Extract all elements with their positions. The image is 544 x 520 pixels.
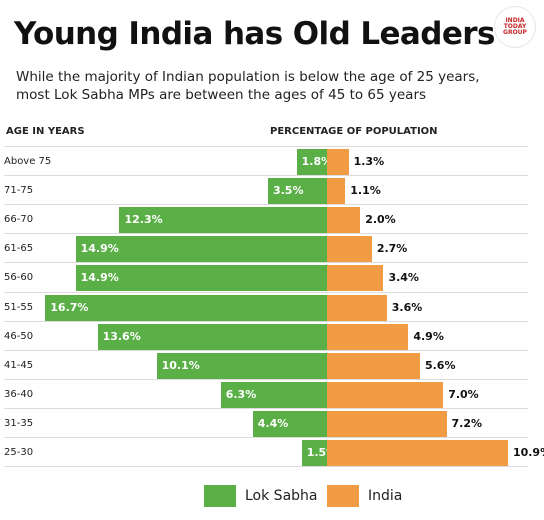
india-value-label: 3.6% — [391, 300, 423, 314]
brand-logo: INDIA TODAY GROUP — [494, 6, 536, 48]
lok-sabha-value-label: 6.3% — [225, 387, 257, 401]
row-divider — [4, 320, 528, 322]
india-value-label: 7.0% — [448, 387, 479, 401]
row-divider — [4, 262, 528, 264]
age-label: 71-75 — [4, 185, 34, 197]
lok-sabha-value-label: 14.9% — [80, 271, 119, 285]
subtitle-line-1: While the majority of Indian population … — [16, 69, 480, 85]
subtitle-line-2: most Lok Sabha MPs are between the ages … — [16, 87, 427, 103]
logo-line-1: INDIA — [505, 17, 525, 24]
age-label: 41-45 — [4, 359, 34, 371]
logo-line-3: GROUP — [503, 29, 527, 36]
lok-sabha-value-label: 13.6% — [102, 329, 141, 343]
india-value-label: 1.1% — [350, 184, 381, 198]
row-divider — [4, 233, 528, 235]
legend-swatch-india — [327, 485, 359, 507]
row-divider — [4, 349, 528, 351]
percentage-axis-header: PERCENTAGE OF POPULATION — [270, 126, 438, 137]
india-bar — [327, 410, 447, 437]
india-value-label: 2.0% — [365, 213, 396, 227]
lok-sabha-bar — [252, 410, 327, 437]
india-bar — [327, 323, 409, 350]
row-divider — [4, 378, 528, 380]
lok-sabha-bar — [97, 323, 327, 350]
age-label: 61-65 — [4, 243, 34, 255]
age-axis-header: AGE IN YEARS — [6, 126, 85, 137]
logo-line-2: TODAY — [503, 23, 527, 30]
india-bar — [327, 149, 349, 175]
india-bar — [327, 236, 372, 263]
lok-sabha-bar — [267, 178, 327, 205]
lok-sabha-bar — [75, 236, 327, 263]
row-divider — [4, 291, 528, 293]
india-value-label: 1.3% — [353, 155, 385, 168]
india-bar — [327, 294, 387, 321]
lok-sabha-bar — [220, 381, 327, 408]
india-value-label: 10.9% — [512, 446, 544, 459]
india-value-label: 7.2% — [451, 416, 483, 430]
india-bar — [327, 178, 346, 205]
lok-sabha-bar — [119, 207, 327, 234]
lok-sabha-value-label: 16.7% — [50, 300, 89, 314]
row-divider — [4, 146, 528, 147]
age-label: 51-55 — [4, 301, 34, 313]
legend-swatch-lok-sabha — [204, 485, 236, 507]
lok-sabha-value-label: 10.1% — [161, 358, 200, 372]
age-label: 56-60 — [4, 272, 34, 284]
row-divider — [4, 175, 528, 177]
lok-sabha-bar — [75, 265, 327, 292]
age-label: 31-35 — [4, 417, 34, 429]
chart-title: Young India has Old Leaders — [14, 16, 495, 52]
legend-label-india: India — [368, 488, 403, 504]
india-bar — [327, 381, 444, 408]
age-label: 36-40 — [4, 388, 34, 400]
lok-sabha-bar — [296, 149, 327, 175]
india-bar — [327, 352, 420, 379]
india-value-label: 3.4% — [388, 271, 419, 285]
india-value-label: 4.9% — [413, 329, 444, 343]
chart-subtitle: While the majority of Indian population … — [16, 68, 536, 104]
age-label: 46-50 — [4, 330, 34, 342]
row-divider — [4, 204, 528, 206]
india-bar — [327, 265, 384, 292]
legend-label-lok-sabha: Lok Sabha — [245, 488, 318, 504]
lok-sabha-bar — [45, 294, 327, 321]
lok-sabha-value-label: 12.3% — [124, 213, 163, 227]
lok-sabha-value-label: 14.9% — [80, 242, 119, 256]
row-divider — [4, 466, 528, 468]
lok-sabha-bar — [301, 440, 327, 466]
row-divider — [4, 407, 528, 409]
age-label: Above 75 — [4, 156, 52, 167]
india-value-label: 2.7% — [376, 242, 408, 256]
india-bar — [327, 440, 508, 466]
india-value-label: 5.6% — [424, 358, 456, 372]
india-bar — [327, 207, 361, 234]
row-divider — [4, 437, 528, 438]
lok-sabha-value-label: 4.4% — [257, 416, 289, 430]
lok-sabha-value-label: 3.5% — [272, 184, 304, 198]
age-label: 25-30 — [4, 447, 34, 458]
lok-sabha-value-label: 1.8% — [301, 155, 333, 168]
age-label: 66-70 — [4, 214, 34, 226]
lok-sabha-bar — [156, 352, 327, 379]
